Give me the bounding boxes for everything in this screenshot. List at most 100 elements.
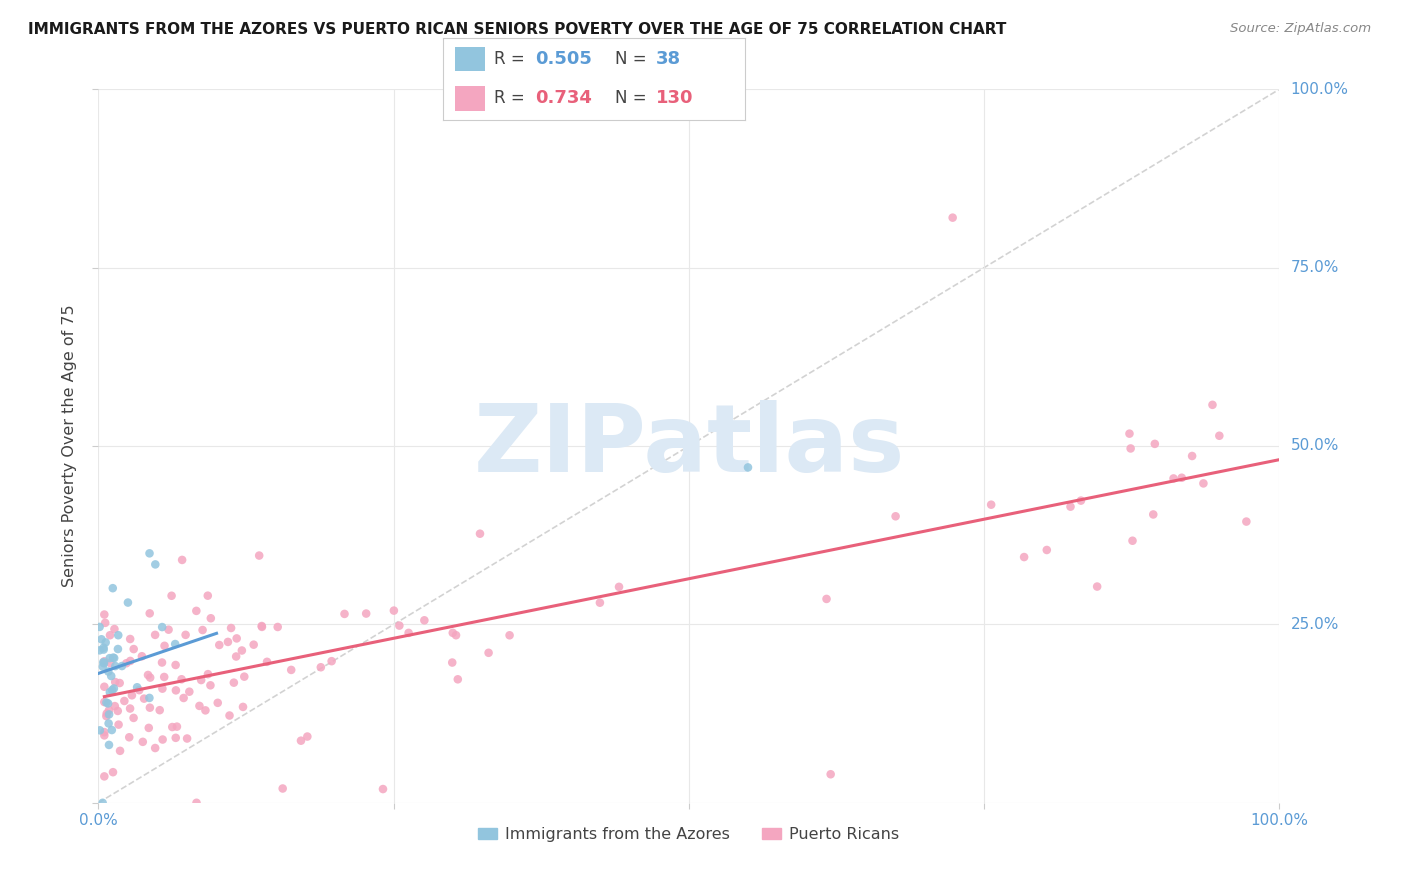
Point — [117, 596, 139, 610]
Point — [122, 711, 145, 725]
Point — [152, 681, 174, 696]
Point — [219, 621, 242, 635]
Point — [89, 643, 111, 657]
Point — [1012, 549, 1035, 564]
Point — [120, 632, 142, 646]
Point — [737, 460, 759, 475]
Point — [173, 691, 195, 706]
Y-axis label: Seniors Poverty Over the Age of 75: Seniors Poverty Over the Age of 75 — [62, 305, 77, 587]
Point — [138, 607, 160, 621]
Point — [382, 604, 405, 618]
Point — [250, 620, 273, 634]
Point — [233, 670, 256, 684]
Point — [179, 684, 201, 698]
Point — [271, 781, 294, 796]
Point — [447, 673, 470, 687]
Point — [98, 738, 121, 752]
Point — [1143, 437, 1166, 451]
Point — [217, 635, 239, 649]
Point — [107, 717, 129, 731]
Point — [121, 688, 143, 702]
Point — [111, 659, 134, 673]
Point — [93, 654, 115, 668]
Point — [101, 683, 124, 698]
Point — [138, 546, 160, 560]
Point — [104, 675, 127, 690]
Point — [174, 628, 197, 642]
Point — [186, 604, 208, 618]
Point — [162, 720, 184, 734]
Point — [250, 619, 273, 633]
Point — [97, 716, 120, 731]
Point — [388, 618, 411, 632]
Point — [225, 649, 247, 664]
Point — [176, 731, 198, 746]
Point — [190, 673, 212, 687]
Text: ZIPatlas: ZIPatlas — [474, 400, 904, 492]
Point — [170, 673, 193, 687]
Point — [589, 596, 612, 610]
Point — [468, 526, 491, 541]
Point — [104, 659, 127, 673]
Point — [166, 720, 188, 734]
Point — [157, 623, 180, 637]
Point — [1142, 508, 1164, 522]
Point — [200, 678, 222, 692]
Point — [107, 642, 129, 657]
Point — [93, 695, 115, 709]
Point — [231, 643, 253, 657]
Point — [98, 656, 121, 670]
Point — [115, 657, 138, 671]
Point — [207, 696, 229, 710]
Point — [139, 700, 162, 714]
Point — [290, 733, 312, 747]
Point — [1201, 398, 1223, 412]
Point — [820, 767, 842, 781]
Point — [1192, 476, 1215, 491]
Point — [93, 769, 115, 783]
Point — [98, 707, 121, 722]
Point — [112, 694, 135, 708]
Text: Source: ZipAtlas.com: Source: ZipAtlas.com — [1230, 22, 1371, 36]
Point — [153, 670, 176, 684]
Point — [118, 731, 141, 745]
Point — [165, 637, 187, 651]
Point — [371, 782, 394, 797]
Point — [94, 635, 117, 649]
Point — [93, 728, 115, 742]
Point — [1163, 471, 1185, 485]
Point — [132, 691, 155, 706]
Point — [93, 642, 115, 657]
Text: N =: N = — [616, 89, 652, 107]
Point — [89, 723, 111, 738]
Point — [208, 638, 231, 652]
Point — [122, 642, 145, 657]
Point — [131, 649, 153, 664]
Point — [98, 651, 121, 665]
Point — [152, 732, 174, 747]
Point — [1121, 533, 1143, 548]
Point — [160, 589, 183, 603]
Text: IMMIGRANTS FROM THE AZORES VS PUERTO RICAN SENIORS POVERTY OVER THE AGE OF 75 CO: IMMIGRANTS FROM THE AZORES VS PUERTO RIC… — [28, 22, 1007, 37]
Point — [96, 706, 118, 721]
Legend: Immigrants from the Azores, Puerto Ricans: Immigrants from the Azores, Puerto Rican… — [472, 821, 905, 848]
Point — [93, 657, 115, 671]
Text: 0.734: 0.734 — [536, 89, 592, 107]
Point — [97, 697, 120, 711]
Point — [93, 680, 115, 694]
Point — [91, 659, 114, 673]
Point — [280, 663, 302, 677]
Point — [321, 654, 343, 668]
Text: R =: R = — [495, 89, 530, 107]
Point — [138, 690, 160, 705]
Point — [91, 655, 114, 669]
Point — [104, 699, 127, 714]
Point — [267, 620, 290, 634]
Point — [143, 558, 166, 572]
Point — [143, 741, 166, 756]
Point — [1085, 580, 1108, 594]
Point — [108, 744, 131, 758]
Text: 130: 130 — [657, 89, 693, 107]
Point — [256, 655, 278, 669]
Point — [108, 676, 131, 690]
